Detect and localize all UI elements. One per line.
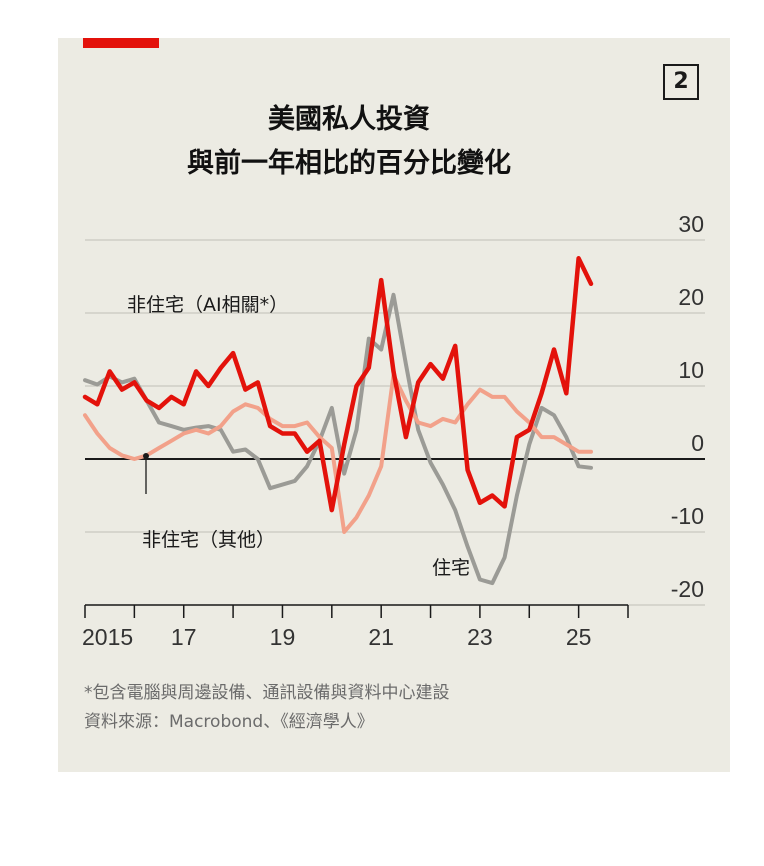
series-line-ai xyxy=(82,256,594,513)
x-tick-label: 17 xyxy=(171,624,197,650)
series-label-residential: 住宅 xyxy=(432,557,470,579)
x-tick-label: 23 xyxy=(467,624,493,650)
y-tick-label: -20 xyxy=(671,576,704,602)
chart-title-line2: 與前一年相比的百分比變化 xyxy=(187,148,511,179)
y-tick-label: 20 xyxy=(678,284,704,310)
x-tick-label: 21 xyxy=(368,624,394,650)
footnote: *包含電腦與周邊設備、通訊設備與資料中心建設 xyxy=(84,683,450,703)
chart-panel xyxy=(58,38,730,772)
y-tick-label: 10 xyxy=(678,357,704,383)
series-line-other xyxy=(83,373,593,534)
annotation-dot xyxy=(143,453,149,459)
series-line-residential xyxy=(83,292,593,586)
chart-number-badge: 2 xyxy=(663,64,699,100)
x-tick-label: 19 xyxy=(270,624,296,650)
y-tick-label: -10 xyxy=(671,503,704,529)
series-label-ai: 非住宅（AI相關*） xyxy=(127,294,288,316)
brand-red-tab xyxy=(83,38,159,48)
y-tick-label: 30 xyxy=(678,211,704,237)
source-note: 資料來源：Macrobond、《經濟學人》 xyxy=(84,712,374,732)
x-tick-label: 25 xyxy=(566,624,592,650)
chart-title-line1: 美國私人投資 xyxy=(268,104,430,135)
series-label-other: 非住宅（其他） xyxy=(142,529,275,551)
x-tick-label: 2015 xyxy=(82,624,133,650)
y-tick-label: 0 xyxy=(691,430,704,456)
